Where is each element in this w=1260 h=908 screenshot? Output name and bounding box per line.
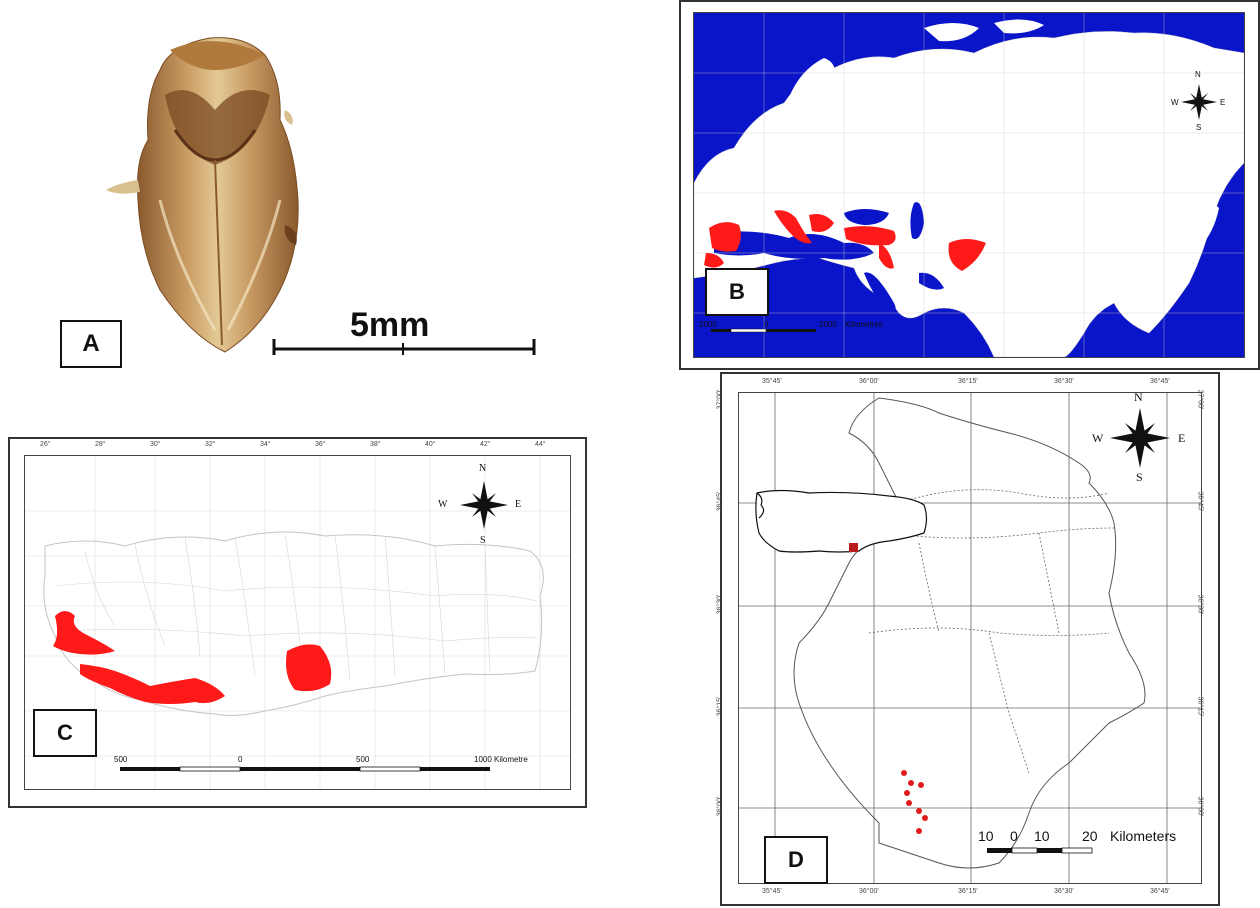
scale-c-tick-0: 500 [114, 755, 128, 764]
panel-c-top-ticks: 26° 28° 30° 32° 34° 36° 38° 40° 42° 44° [10, 441, 585, 453]
scale-b-right: 2000 [819, 320, 837, 329]
panel-b: N S E W 2000 0 2000 Kilometres B [679, 0, 1260, 370]
compass-b-w: W [1171, 98, 1179, 107]
tick-c-1: 28° [95, 441, 106, 448]
mediterranean-sea [714, 231, 874, 260]
compass-rose-c [120, 481, 508, 772]
compass-b-e: E [1220, 98, 1226, 107]
panel-d: 35°45' 36°00' 36°15' 36°30' 36°45' 35°45… [716, 372, 1220, 906]
d-bottom-4: 36°45' [1150, 888, 1170, 895]
turkey-inset [755, 489, 928, 553]
specimen-photo [106, 37, 536, 355]
panel-a: 5mm A [0, 0, 600, 380]
turkey-map-svg [25, 456, 570, 789]
scale-c-unit: Kilometre [494, 755, 528, 764]
sampling-points [901, 770, 928, 834]
scale-b-unit: Kilometres [845, 320, 883, 329]
compass-c-e: E [515, 499, 522, 510]
d-top-4: 36°45' [1150, 378, 1170, 385]
scale-d-tick-2: 10 [1034, 828, 1050, 844]
panel-label-a: A [60, 320, 122, 368]
compass-b-n: N [1195, 70, 1201, 79]
japan [1192, 204, 1219, 248]
d-top-0: 35°45' [762, 378, 782, 385]
d-top-3: 36°30' [1054, 378, 1074, 385]
tick-c-4: 34° [260, 441, 271, 448]
scale-d-tick-0: 10 [978, 828, 994, 844]
tick-c-7: 40° [425, 441, 436, 448]
eurasia-map-svg [694, 13, 1244, 357]
compass-d-w: W [1092, 431, 1104, 445]
inset-highlight [849, 543, 858, 552]
compass-c-w: W [438, 499, 448, 510]
panel-label-c: C [33, 709, 97, 757]
tick-c-6: 38° [370, 441, 381, 448]
d-top-2: 36°15' [958, 378, 978, 385]
d-bottom-0: 35°45' [762, 888, 782, 895]
specimen-scale-label: 5mm [350, 306, 430, 344]
scale-d-tick-1: 0 [1010, 828, 1018, 844]
persian-gulf [919, 272, 944, 290]
compass-d-n: N [1134, 390, 1143, 404]
compass-d-e: E [1178, 431, 1186, 445]
scale-d-unit: Kilometers [1110, 828, 1177, 844]
tick-c-2: 30° [150, 441, 161, 448]
tick-c-9: 44° [535, 441, 546, 448]
scale-c-tick-1: 0 [238, 755, 243, 764]
compass-rose-b [711, 84, 1217, 333]
tick-c-0: 26° [40, 441, 51, 448]
scale-c-tick-2: 500 [356, 755, 370, 764]
red-sea [864, 272, 896, 313]
d-top-1: 36°00' [859, 378, 879, 385]
compass-rose-d [987, 408, 1170, 854]
regional-map-svg [739, 393, 1201, 883]
regional-map [738, 392, 1202, 884]
eurasia-landmass [694, 31, 1244, 357]
compass-c-n: N [479, 463, 487, 474]
tick-c-5: 36° [315, 441, 326, 448]
compass-b-s: S [1196, 123, 1202, 132]
tick-c-3: 32° [205, 441, 216, 448]
caspian-sea [910, 202, 924, 239]
panel-label-b: B [705, 268, 769, 316]
scale-b-mid: 0 [764, 320, 769, 329]
compass-d-s: S [1136, 470, 1143, 484]
scale-c-tick-3: 1000 [474, 755, 492, 764]
d-bottom-3: 36°30' [1054, 888, 1074, 895]
scandinavia [784, 58, 836, 127]
scale-d-tick-3: 20 [1082, 828, 1098, 844]
eurasia-map [693, 12, 1245, 358]
distribution-range-c [53, 611, 332, 704]
distribution-range-b [704, 210, 986, 271]
panel-c: 26° 28° 30° 32° 34° 36° 38° 40° 42° 44° … [8, 437, 587, 808]
d-bottom-1: 36°00' [859, 888, 879, 895]
panel-label-d: D [764, 836, 828, 884]
d-bottom-2: 36°15' [958, 888, 978, 895]
compass-c-s: S [480, 535, 486, 546]
black-sea [844, 209, 889, 225]
scale-b-left: 2000 [699, 320, 717, 329]
tick-c-8: 42° [480, 441, 491, 448]
